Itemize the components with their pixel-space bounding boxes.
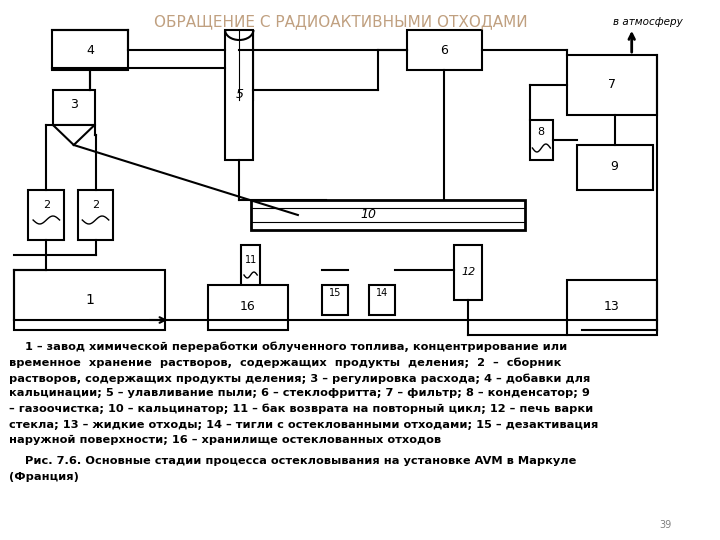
Text: ОБРАЩЕНИЕ С РАДИОАКТИВНЫМИ ОТХОДАМИ: ОБРАЩЕНИЕ С РАДИОАКТИВНЫМИ ОТХОДАМИ bbox=[153, 14, 527, 29]
Bar bbox=[14, 270, 166, 330]
Text: временное  хранение  растворов,  содержащих  продукты  деления;  2  –  сборник: временное хранение растворов, содержащих… bbox=[9, 357, 562, 368]
Text: Рис. 7.6. Основные стадии процесса остекловывания на установке AVM в Маркуле: Рис. 7.6. Основные стадии процесса остек… bbox=[9, 456, 577, 467]
Bar bbox=[369, 285, 395, 315]
Text: 12: 12 bbox=[461, 267, 475, 277]
Text: 9: 9 bbox=[611, 160, 618, 173]
Bar bbox=[530, 120, 553, 160]
Text: 1: 1 bbox=[86, 293, 94, 307]
Text: кальцинации; 5 – улавливание пыли; 6 – стеклофритта; 7 – фильтр; 8 – конденсатор: кальцинации; 5 – улавливание пыли; 6 – с… bbox=[9, 388, 590, 399]
Text: 14: 14 bbox=[376, 288, 388, 298]
Bar bbox=[577, 145, 652, 190]
Bar bbox=[567, 55, 657, 115]
Bar bbox=[567, 280, 657, 335]
Text: – газоочистка; 10 – кальцинатор; 11 – бак возврата на повторный цикл; 12 – печь : – газоочистка; 10 – кальцинатор; 11 – ба… bbox=[9, 404, 594, 415]
Bar bbox=[454, 245, 482, 300]
Polygon shape bbox=[53, 125, 94, 145]
Text: 8: 8 bbox=[537, 127, 544, 137]
Text: в атмосферу: в атмосферу bbox=[613, 17, 683, 27]
Bar bbox=[28, 190, 64, 240]
Text: 7: 7 bbox=[608, 78, 616, 91]
Text: растворов, содержащих продукты деления; 3 – регулировка расхода; 4 – добавки для: растворов, содержащих продукты деления; … bbox=[9, 373, 591, 383]
Text: 39: 39 bbox=[660, 520, 672, 530]
Text: (Франция): (Франция) bbox=[9, 472, 79, 482]
Bar bbox=[52, 30, 127, 70]
Text: 5: 5 bbox=[235, 89, 243, 102]
Text: стекла; 13 – жидкие отходы; 14 – тигли с остеклованными отходами; 15 – дезактива: стекла; 13 – жидкие отходы; 14 – тигли с… bbox=[9, 420, 599, 429]
Bar bbox=[78, 190, 114, 240]
Bar bbox=[407, 30, 482, 70]
Text: 2: 2 bbox=[42, 200, 50, 210]
Text: 13: 13 bbox=[604, 300, 620, 314]
Bar bbox=[241, 245, 260, 295]
Text: 10: 10 bbox=[361, 208, 377, 221]
Bar bbox=[251, 200, 525, 230]
Text: наружной поверхности; 16 – хранилище остеклованных отходов: наружной поверхности; 16 – хранилище ост… bbox=[9, 435, 441, 445]
Text: 3: 3 bbox=[70, 98, 78, 111]
Text: 11: 11 bbox=[245, 255, 257, 265]
Text: 1 – завод химической переработки облученного топлива, концентрирование или: 1 – завод химической переработки облучен… bbox=[9, 342, 567, 353]
Text: 6: 6 bbox=[441, 44, 449, 57]
Text: 16: 16 bbox=[240, 300, 256, 314]
Bar bbox=[225, 30, 253, 160]
Text: 2: 2 bbox=[92, 200, 99, 210]
Bar bbox=[322, 285, 348, 315]
Text: 4: 4 bbox=[86, 44, 94, 57]
Bar bbox=[208, 285, 289, 330]
FancyBboxPatch shape bbox=[53, 90, 94, 125]
Text: 15: 15 bbox=[328, 288, 341, 298]
